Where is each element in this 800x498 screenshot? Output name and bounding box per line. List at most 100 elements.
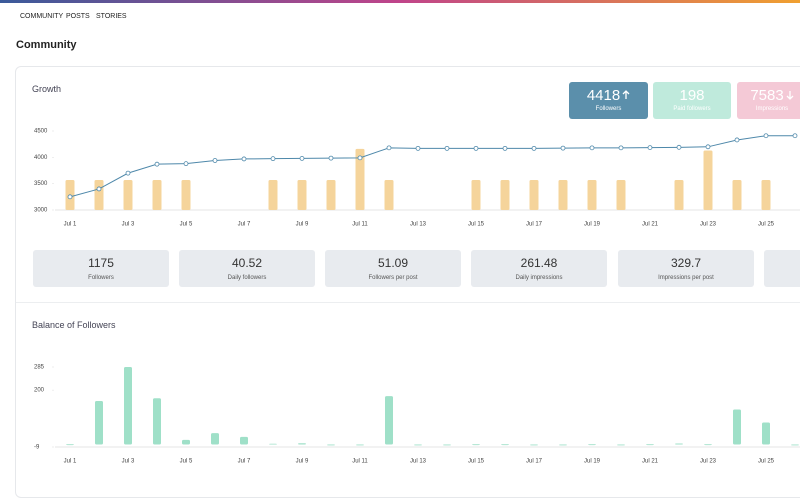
bar: [443, 444, 451, 446]
bar: [327, 444, 335, 446]
point: [125, 170, 131, 176]
x-tick-label: Jul 19: [584, 459, 601, 465]
point: [328, 155, 334, 161]
point: [241, 156, 247, 162]
x-tick-label: Jul 1: [64, 459, 77, 465]
x-tick-label: Jul 1: [64, 222, 77, 228]
x-tick-label: Jul 25: [758, 459, 775, 465]
point: [560, 145, 566, 151]
bar: [588, 444, 596, 446]
kpi-card: 4418 Followers: [569, 82, 648, 119]
y-tick-label: 3000: [34, 208, 48, 214]
point: [763, 133, 769, 139]
kpi-label: Impressions: [755, 106, 789, 112]
bar: [268, 179, 278, 210]
stat-card: 1175 Followers: [33, 250, 169, 287]
bar: [761, 179, 771, 210]
bar: [240, 436, 248, 445]
bar: [94, 179, 104, 210]
point: [473, 145, 479, 151]
bar: [472, 444, 480, 446]
x-tick-label: Jul 5: [180, 222, 193, 228]
x-tick-label: Jul 15: [468, 459, 485, 465]
bar: [356, 444, 364, 446]
x-tick-label: Jul 3: [122, 459, 135, 465]
stat-card: 40.52 Daily followers: [179, 250, 315, 287]
bar: [152, 179, 162, 210]
kpi-card: 198 Paid followers: [653, 82, 731, 119]
point: [386, 145, 392, 151]
x-tick-label: Jul 11: [352, 222, 368, 228]
trend-arrow: [620, 87, 630, 104]
x-tick-label: Jul 9: [296, 459, 309, 465]
x-tick-label: Jul 17: [526, 459, 543, 465]
stat-card: 329.7 Impressions per post: [618, 250, 754, 287]
bar: [617, 444, 625, 446]
separator: [16, 302, 800, 303]
charts: 3000 3500 4000 4500 Jul 1 Jul 3 Jul 5 Jul 7 Jul …: [34, 129, 800, 465]
x-tick-label: Jul 7: [238, 222, 251, 228]
section-title: Growth: [32, 84, 62, 94]
nav-tab[interactable]: POSTS: [66, 13, 90, 20]
line: [69, 135, 795, 198]
kpi-value: 7583: [737, 87, 800, 104]
y-tick-label: -9: [34, 445, 40, 451]
point: [502, 145, 508, 151]
point: [734, 137, 740, 143]
bar: [326, 179, 336, 210]
stat-label: Daily followers: [227, 275, 267, 281]
point: [618, 145, 624, 151]
stat-label: Followers per post: [368, 275, 418, 281]
x-tick-label: Jul 9: [296, 222, 309, 228]
bar: [732, 179, 742, 210]
point: [270, 156, 276, 162]
point: [67, 194, 73, 200]
point: [299, 155, 305, 161]
bar: [471, 179, 481, 210]
bar: [500, 179, 510, 210]
x-tick-label: Jul 19: [584, 222, 601, 228]
bar: [385, 396, 393, 445]
bar: [558, 179, 568, 210]
bar: [298, 443, 306, 445]
nav-tab[interactable]: COMMUNITY: [20, 13, 64, 20]
bar: [616, 179, 626, 210]
point: [357, 155, 363, 161]
bar: [587, 179, 597, 210]
x-tick-label: Jul 21: [642, 222, 659, 228]
x-tick-label: Jul 11: [352, 459, 368, 465]
page-title: Community: [16, 39, 77, 51]
bar: [123, 179, 133, 210]
bar: [384, 179, 394, 210]
bar: [414, 444, 422, 446]
stat-value: 261.48: [520, 256, 558, 270]
bar: [704, 444, 712, 446]
kpi-label: Paid followers: [673, 106, 711, 112]
trend-arrow: [784, 87, 794, 104]
bar: [124, 367, 132, 445]
bar: [211, 433, 219, 445]
bar: [733, 409, 741, 445]
bar: [95, 401, 103, 445]
x-tick-label: Jul 3: [122, 222, 135, 228]
point: [705, 144, 711, 150]
stat-label: Impressions per post: [658, 275, 714, 281]
stat-value: 51.09: [377, 256, 409, 270]
kpi-value: 198: [679, 87, 705, 104]
x-tick-label: Jul 23: [700, 459, 717, 465]
y-tick-label: 200: [34, 388, 45, 394]
point: [589, 145, 595, 151]
x-tick-label: Jul 7: [238, 459, 251, 465]
bar: [529, 179, 539, 210]
bar: [703, 150, 713, 210]
x-tick-label: Jul 17: [526, 222, 543, 228]
bar: [153, 398, 161, 445]
stat-label: Daily impressions: [515, 275, 563, 281]
stat-label: Followers: [88, 275, 114, 281]
nav-tab[interactable]: STORIES: [96, 13, 127, 20]
bar: [181, 179, 191, 210]
y-tick-label: 4500: [34, 129, 48, 135]
bar: [646, 444, 654, 446]
